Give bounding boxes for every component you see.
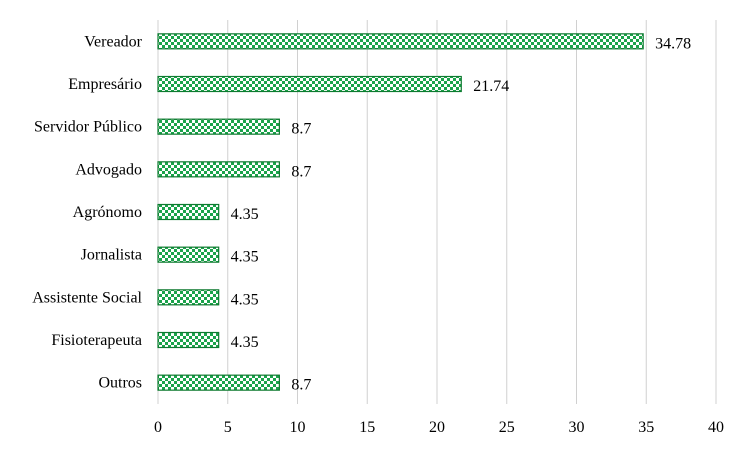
bars	[157, 33, 644, 391]
bar-3	[157, 161, 280, 178]
bar-0	[157, 33, 644, 50]
x-tick-label: 35	[638, 419, 654, 436]
x-tick-label: 0	[154, 419, 162, 436]
bar-5	[157, 246, 220, 263]
x-tick-label: 25	[499, 419, 515, 436]
category-label: Agrónomo	[73, 204, 142, 221]
category-label: Empresário	[68, 76, 142, 93]
category-label: Advogado	[75, 161, 142, 178]
value-label: 21.74	[473, 78, 509, 95]
bar-8	[157, 374, 280, 391]
bar-4	[157, 203, 220, 221]
category-label: Jornalista	[81, 247, 142, 264]
value-label: 34.78	[655, 35, 691, 52]
value-label: 8.7	[291, 163, 311, 180]
bar-6	[157, 289, 220, 306]
value-label: 4.35	[231, 291, 259, 308]
x-tick-label: 15	[359, 419, 375, 436]
bar-1	[157, 75, 462, 93]
x-tick-label: 30	[569, 419, 585, 436]
value-label: 4.35	[231, 206, 259, 223]
x-tick-label: 10	[290, 419, 306, 436]
category-label: Assistente Social	[32, 289, 142, 306]
bar-2	[157, 118, 280, 135]
x-tick-label: 40	[708, 419, 724, 436]
labels: 0 5 10 15 20 25 30 35 40 Vereador 34.78 Empresário 2…	[32, 33, 724, 436]
value-label: 4.35	[231, 334, 259, 351]
x-tick-label: 5	[224, 419, 232, 436]
value-label: 8.7	[291, 377, 311, 394]
value-label: 8.7	[291, 121, 311, 138]
category-label: Outros	[98, 375, 142, 392]
x-tick-label: 20	[429, 419, 445, 436]
bar-7	[157, 331, 220, 349]
value-label: 4.35	[231, 249, 259, 266]
category-label: Fisioterapeuta	[51, 332, 142, 349]
category-label: Servidor Público	[34, 119, 142, 136]
category-label: Vereador	[84, 33, 142, 50]
